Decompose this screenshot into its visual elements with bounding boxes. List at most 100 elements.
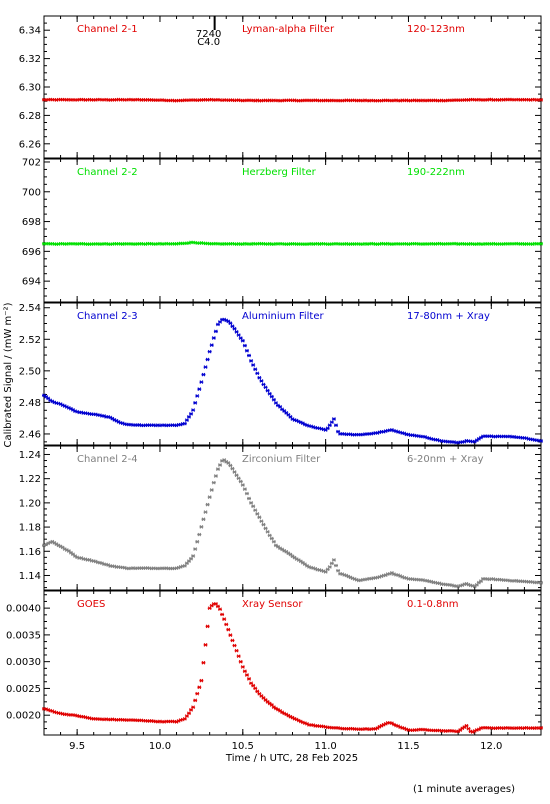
- data-point: [186, 415, 191, 419]
- data-point: [209, 488, 214, 492]
- data-point: [197, 532, 202, 537]
- panel-filter-label: Xray Sensor: [242, 599, 303, 610]
- data-point: [265, 388, 270, 393]
- data-series: [42, 602, 543, 734]
- data-point: [466, 726, 471, 731]
- data-point: [240, 483, 245, 487]
- data-point: [195, 394, 200, 398]
- data-point: [184, 418, 189, 422]
- data-point: [207, 495, 212, 499]
- panel-band-label: 190-222nm: [407, 167, 465, 178]
- x-tick-label: 12.0: [480, 741, 502, 752]
- panel-band-label: 17-80nm + Xray: [407, 311, 490, 322]
- data-point: [205, 624, 210, 629]
- data-point: [228, 633, 233, 637]
- data-point: [327, 423, 332, 428]
- data-point: [230, 638, 235, 643]
- data-point: [253, 508, 258, 513]
- data-point: [211, 336, 216, 340]
- data-point: [191, 705, 196, 710]
- y-axis-label: Calibrated Signal / (mW m⁻²): [3, 302, 14, 447]
- data-point: [182, 716, 187, 721]
- data-point: [228, 321, 233, 326]
- data-point: [244, 348, 249, 353]
- data-point: [215, 467, 220, 472]
- data-point: [236, 654, 241, 659]
- data-point: [331, 558, 336, 562]
- data-point: [215, 604, 220, 609]
- data-point: [234, 473, 239, 478]
- data-point: [267, 533, 272, 538]
- y-tick-label: 1.18: [19, 523, 41, 534]
- y-tick-label: 6.32: [19, 54, 41, 65]
- panel-filter-label: Zirconium Filter: [242, 454, 321, 465]
- data-point: [333, 423, 338, 428]
- panel-channel-label: Channel 2-4: [77, 454, 138, 465]
- data-point: [234, 648, 239, 653]
- data-point: [267, 391, 272, 396]
- y-tick-label: 1.16: [19, 547, 41, 558]
- data-point: [259, 379, 264, 383]
- data-point: [539, 439, 543, 443]
- data-point: [197, 387, 202, 391]
- data-point: [213, 474, 218, 478]
- panel-frame: [43, 590, 542, 736]
- data-point: [218, 463, 223, 467]
- flare-marker-class: C4.0: [197, 37, 220, 48]
- y-tick-label: 702: [22, 157, 41, 168]
- y-tick-label: 6.30: [19, 83, 41, 94]
- data-point: [336, 568, 341, 573]
- data-point: [236, 476, 241, 481]
- data-point: [238, 479, 243, 484]
- data-point: [278, 405, 283, 409]
- data-point: [232, 643, 237, 648]
- data-point: [203, 365, 208, 369]
- data-point: [247, 496, 252, 501]
- data-point: [211, 480, 216, 485]
- y-tick-label: 1.20: [19, 498, 41, 509]
- data-point: [259, 519, 264, 524]
- data-point: [329, 420, 334, 425]
- data-point: [271, 539, 276, 544]
- y-tick-label: 2.50: [19, 366, 41, 377]
- data-point: [253, 367, 258, 372]
- y-tick-label: 2.52: [19, 335, 41, 346]
- y-tick-label: 1.14: [19, 571, 41, 582]
- data-point: [215, 322, 220, 327]
- panel-frame: [43, 302, 542, 446]
- panel-2: 694 696 698 700 702 Channel 2-2 Herzberg Filte…: [22, 157, 543, 303]
- data-point: [464, 723, 469, 728]
- data-point: [323, 570, 328, 574]
- data-point: [213, 329, 218, 334]
- data-point: [191, 408, 196, 412]
- data-point: [265, 529, 270, 534]
- y-tick-label: 696: [22, 247, 41, 258]
- data-point: [199, 380, 204, 384]
- y-tick-label: 0.0025: [6, 684, 41, 695]
- data-point: [184, 714, 189, 718]
- data-point: [199, 678, 204, 683]
- data-point: [333, 563, 338, 568]
- data-point: [238, 336, 243, 340]
- data-point: [242, 343, 247, 348]
- panel-frame: [43, 15, 542, 159]
- data-point: [234, 330, 239, 334]
- x-axis-label: Time / h UTC, 28 Feb 2025: [225, 753, 358, 764]
- data-point: [236, 333, 241, 337]
- data-point: [327, 565, 332, 569]
- data-point: [255, 512, 260, 516]
- data-point: [263, 526, 268, 531]
- data-point: [201, 372, 206, 377]
- data-point: [195, 691, 200, 696]
- panel-channel-label: Channel 2-2: [77, 167, 138, 178]
- x-tick-label: 10.5: [232, 741, 254, 752]
- panel-filter-label: Lyman-alpha Filter: [242, 24, 335, 35]
- data-point: [263, 385, 268, 390]
- y-tick-label: 1.22: [19, 474, 41, 485]
- data-point: [539, 726, 543, 730]
- data-point: [230, 466, 235, 471]
- data-point: [238, 659, 243, 664]
- data-series: [42, 97, 543, 103]
- x-tick-label: 11.5: [397, 741, 419, 752]
- data-point: [228, 463, 233, 468]
